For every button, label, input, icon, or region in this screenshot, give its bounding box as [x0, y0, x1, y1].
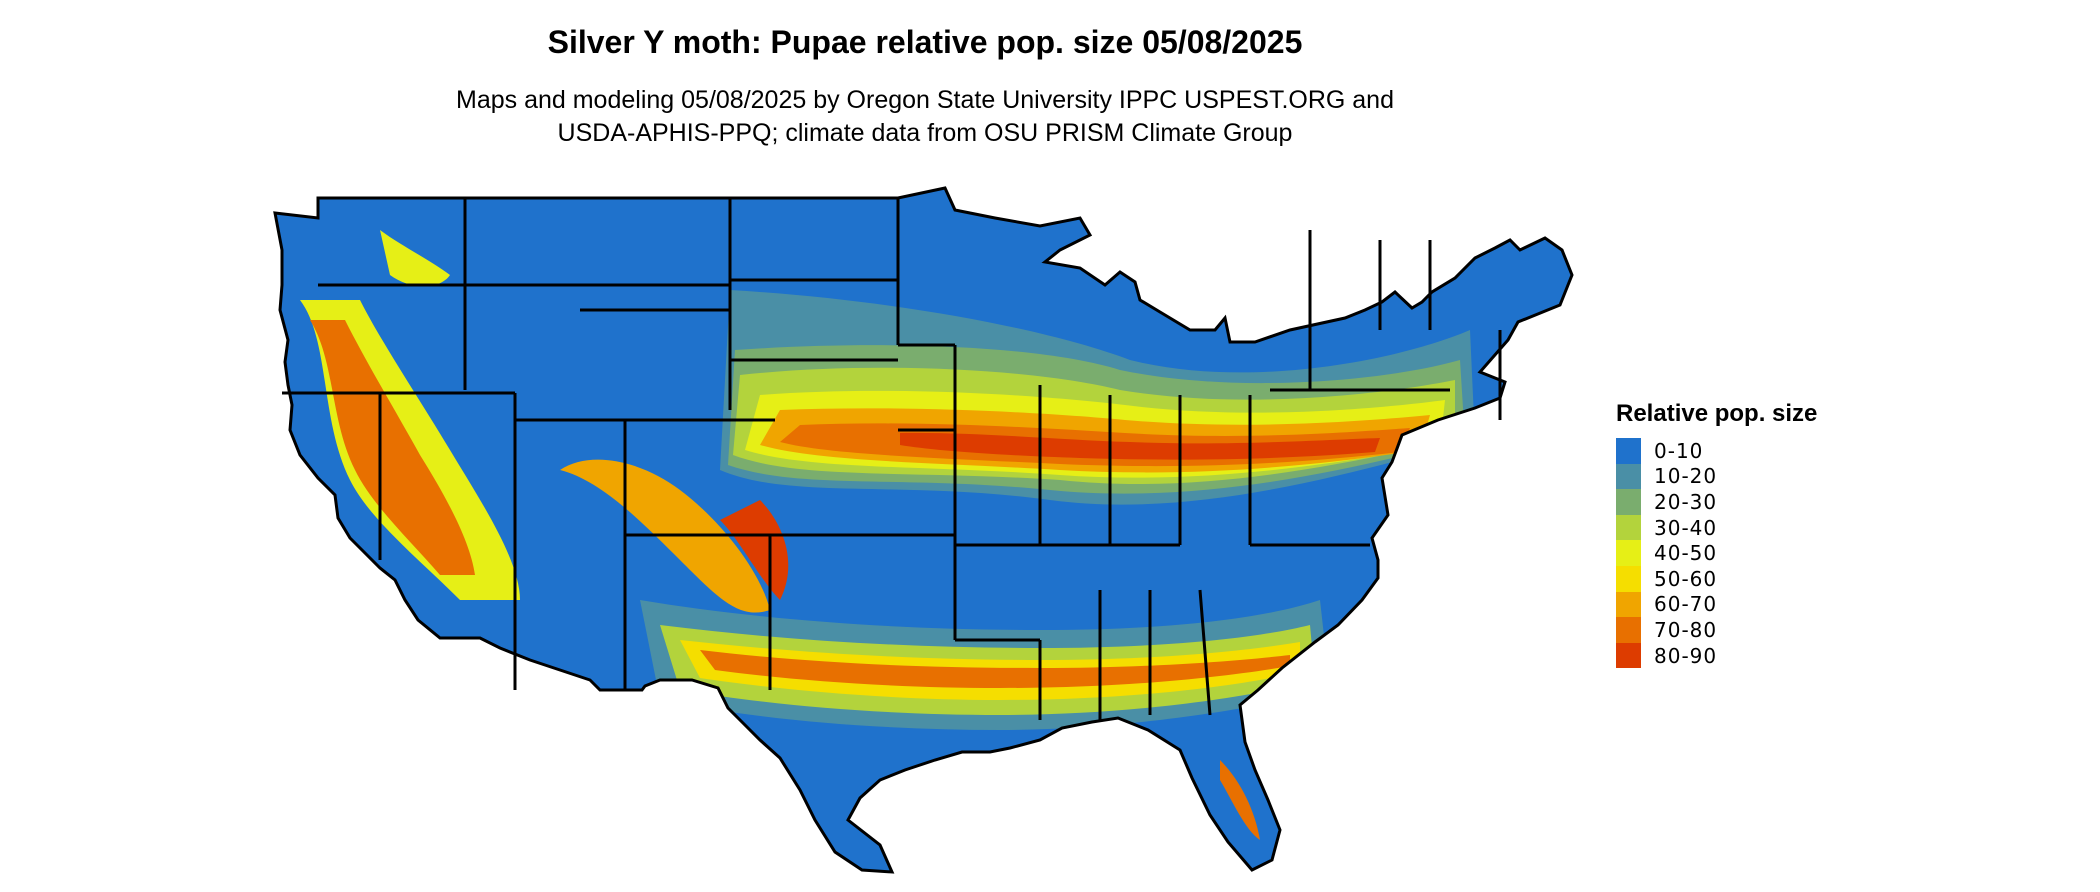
legend-label: 40-50 — [1654, 541, 1718, 566]
northwest-patch — [380, 230, 450, 287]
state-border-lines — [282, 198, 1502, 720]
legend-item: 60-70 — [1616, 591, 1817, 618]
legend-item: 10-20 — [1616, 463, 1817, 490]
map-title: Silver Y moth: Pupae relative pop. size … — [547, 24, 1303, 60]
legend-label: 10-20 — [1654, 464, 1718, 489]
legend-label: 30-40 — [1654, 515, 1718, 540]
legend-swatch — [1616, 617, 1641, 643]
legend-swatch — [1616, 591, 1641, 618]
legend-label: 0-10 — [1654, 438, 1704, 463]
legend-swatch — [1616, 514, 1641, 541]
legend-item: 30-40 — [1616, 514, 1817, 541]
legend-items: 0-10 10-20 20-30 30-40 40-50 50-60 60-70 — [1616, 438, 1817, 669]
legend-label: 60-70 — [1654, 592, 1718, 617]
legend-swatch — [1616, 438, 1641, 464]
south-band-70-80 — [700, 650, 1290, 688]
west-patch-2 — [310, 320, 475, 575]
legend-item: 40-50 — [1616, 540, 1817, 566]
legend-item: 0-10 — [1616, 438, 1817, 464]
legend-swatch — [1616, 540, 1641, 566]
legend-swatch — [1616, 642, 1641, 669]
midwest-band-80-90 — [900, 432, 1380, 460]
legend-label: 50-60 — [1654, 566, 1718, 591]
subtitle-line-1: Maps and modeling 05/08/2025 by Oregon S… — [456, 86, 1394, 114]
legend-label: 20-30 — [1654, 489, 1718, 514]
legend-item: 70-80 — [1616, 617, 1817, 643]
legend-item: 80-90 — [1616, 642, 1817, 669]
legend-swatch — [1616, 489, 1641, 515]
map-subtitle: Maps and modeling 05/08/2025 by Oregon S… — [0, 84, 1850, 150]
state-borders — [273, 186, 1574, 874]
subtitle-line-2: USDA-APHIS-PPQ; climate data from OSU PR… — [557, 119, 1293, 147]
florida-patch — [1220, 760, 1260, 840]
legend: Relative pop. size 0-10 10-20 20-30 30-4… — [1616, 400, 1818, 669]
legend-item: 50-60 — [1616, 565, 1817, 592]
legend-label: 70-80 — [1654, 617, 1718, 642]
legend-swatch — [1616, 463, 1641, 490]
legend-swatch — [1616, 565, 1641, 592]
legend-title: Relative pop. size — [1616, 400, 1818, 427]
legend-item: 20-30 — [1616, 489, 1817, 515]
legend-label: 80-90 — [1654, 643, 1718, 668]
